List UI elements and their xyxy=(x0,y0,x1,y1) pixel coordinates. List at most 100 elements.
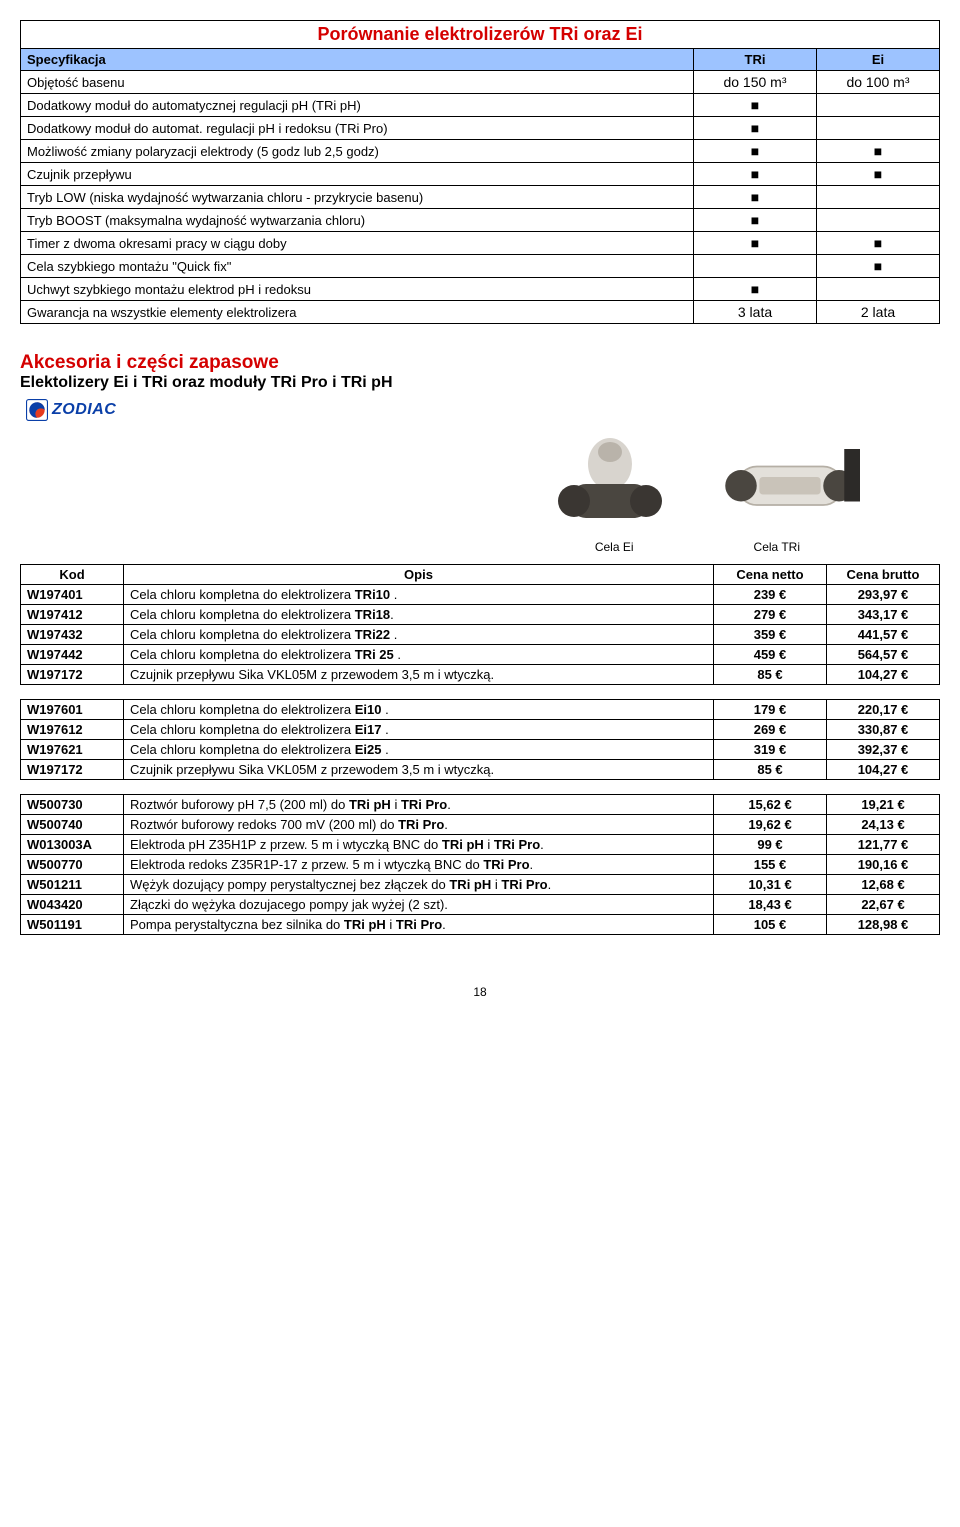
caption-cela-tri: Cela TRi xyxy=(754,540,800,554)
price-netto: 105 € xyxy=(714,915,827,935)
price-brutto: 19,21 € xyxy=(827,795,940,815)
price-row: W500740Roztwór buforowy redoks 700 mV (2… xyxy=(21,815,940,835)
spec-ei-value: ■ xyxy=(817,232,940,255)
spec-ei-value xyxy=(817,278,940,301)
price-header-netto: Cena netto xyxy=(714,565,827,585)
price-kod: W197621 xyxy=(21,740,124,760)
spec-tri-value: ■ xyxy=(694,163,817,186)
spec-ei-value xyxy=(817,117,940,140)
price-opis: Czujnik przepływu Sika VKL05M z przewode… xyxy=(124,665,714,685)
price-row: W013003AElektroda pH Z35H1P z przew. 5 m… xyxy=(21,835,940,855)
comparison-title: Porównanie elektrolizerów TRi oraz Ei xyxy=(21,21,940,49)
price-row: W197442Cela chloru kompletna do elektrol… xyxy=(21,645,940,665)
price-row: W197172Czujnik przepływu Sika VKL05M z p… xyxy=(21,760,940,780)
zodiac-logo-text: ZODIAC xyxy=(52,401,116,419)
spec-ei-value xyxy=(817,209,940,232)
price-row: W197601Cela chloru kompletna do elektrol… xyxy=(21,700,940,720)
price-netto: 319 € xyxy=(714,740,827,760)
price-row: W197621Cela chloru kompletna do elektrol… xyxy=(21,740,940,760)
price-opis: Roztwór buforowy redoks 700 mV (200 ml) … xyxy=(124,815,714,835)
spec-ei-value: ■ xyxy=(817,163,940,186)
price-netto: 85 € xyxy=(714,760,827,780)
price-kod: W500730 xyxy=(21,795,124,815)
price-netto: 99 € xyxy=(714,835,827,855)
spec-label: Dodatkowy moduł do automat. regulacji pH… xyxy=(21,117,694,140)
spec-ei-value xyxy=(817,186,940,209)
price-opis: Elektroda pH Z35H1P z przew. 5 m i wtycz… xyxy=(124,835,714,855)
price-netto: 10,31 € xyxy=(714,875,827,895)
group-gap xyxy=(21,780,940,795)
price-netto: 19,62 € xyxy=(714,815,827,835)
spec-ei-value: do 100 m³ xyxy=(817,71,940,94)
price-kod: W500740 xyxy=(21,815,124,835)
header-spec: Specyfikacja xyxy=(21,49,694,71)
page-number: 18 xyxy=(20,985,940,999)
price-netto: 15,62 € xyxy=(714,795,827,815)
price-row: W197172Czujnik przepływu Sika VKL05M z p… xyxy=(21,665,940,685)
spec-label: Możliwość zmiany polaryzacji elektrody (… xyxy=(21,140,694,163)
price-netto: 359 € xyxy=(714,625,827,645)
cela-ei-image xyxy=(540,434,680,534)
comparison-row: Czujnik przepływu■■ xyxy=(21,163,940,186)
spec-label: Timer z dwoma okresami pracy w ciągu dob… xyxy=(21,232,694,255)
accessories-subtitle: Elektolizery Ei i TRi oraz moduły TRi Pr… xyxy=(20,374,940,392)
price-header-brutto: Cena brutto xyxy=(827,565,940,585)
spec-ei-value: ■ xyxy=(817,140,940,163)
price-row: W197612Cela chloru kompletna do elektrol… xyxy=(21,720,940,740)
comparison-row: Tryb BOOST (maksymalna wydajność wytwarz… xyxy=(21,209,940,232)
price-row: W197412Cela chloru kompletna do elektrol… xyxy=(21,605,940,625)
caption-cela-ei: Cela Ei xyxy=(595,540,634,554)
spec-tri-value xyxy=(694,255,817,278)
price-brutto: 24,13 € xyxy=(827,815,940,835)
price-brutto: 293,97 € xyxy=(827,585,940,605)
cela-tri-image xyxy=(720,434,860,534)
price-brutto: 104,27 € xyxy=(827,665,940,685)
price-header-kod: Kod xyxy=(21,565,124,585)
price-row: W197432Cela chloru kompletna do elektrol… xyxy=(21,625,940,645)
spec-label: Tryb LOW (niska wydajność wytwarzania ch… xyxy=(21,186,694,209)
price-opis: Elektroda redoks Z35R1P-17 z przew. 5 m … xyxy=(124,855,714,875)
spec-tri-value: ■ xyxy=(694,209,817,232)
spec-tri-value: ■ xyxy=(694,140,817,163)
price-netto: 179 € xyxy=(714,700,827,720)
header-ei: Ei xyxy=(817,49,940,71)
product-images xyxy=(20,434,860,534)
spec-label: Czujnik przepływu xyxy=(21,163,694,186)
price-header-opis: Opis xyxy=(124,565,714,585)
price-kod: W501211 xyxy=(21,875,124,895)
price-kod: W197432 xyxy=(21,625,124,645)
comparison-row: Tryb LOW (niska wydajność wytwarzania ch… xyxy=(21,186,940,209)
spec-label: Uchwyt szybkiego montażu elektrod pH i r… xyxy=(21,278,694,301)
price-kod: W197601 xyxy=(21,700,124,720)
header-tri: TRi xyxy=(694,49,817,71)
price-brutto: 220,17 € xyxy=(827,700,940,720)
price-kod: W197172 xyxy=(21,665,124,685)
price-kod: W197401 xyxy=(21,585,124,605)
price-opis: Roztwór buforowy pH 7,5 (200 ml) do TRi … xyxy=(124,795,714,815)
spec-label: Tryb BOOST (maksymalna wydajność wytwarz… xyxy=(21,209,694,232)
price-netto: 18,43 € xyxy=(714,895,827,915)
comparison-row: Objętość basenudo 150 m³do 100 m³ xyxy=(21,71,940,94)
price-netto: 459 € xyxy=(714,645,827,665)
spec-tri-value: ■ xyxy=(694,278,817,301)
price-netto: 85 € xyxy=(714,665,827,685)
spec-label: Cela szybkiego montażu "Quick fix" xyxy=(21,255,694,278)
zodiac-swirl-icon xyxy=(26,399,48,421)
price-brutto: 330,87 € xyxy=(827,720,940,740)
spec-ei-value: 2 lata xyxy=(817,301,940,324)
price-kod: W013003A xyxy=(21,835,124,855)
spec-ei-value: ■ xyxy=(817,255,940,278)
price-kod: W197612 xyxy=(21,720,124,740)
spec-tri-value: ■ xyxy=(694,232,817,255)
price-opis: Cela chloru kompletna do elektrolizera E… xyxy=(124,700,714,720)
price-netto: 155 € xyxy=(714,855,827,875)
price-opis: Wężyk dozujący pompy perystaltycznej bez… xyxy=(124,875,714,895)
spec-label: Objętość basenu xyxy=(21,71,694,94)
price-row: W500770Elektroda redoks Z35R1P-17 z prze… xyxy=(21,855,940,875)
comparison-row: Możliwość zmiany polaryzacji elektrody (… xyxy=(21,140,940,163)
price-kod: W197172 xyxy=(21,760,124,780)
price-row: W501191Pompa perystaltyczna bez silnika … xyxy=(21,915,940,935)
spec-tri-value: ■ xyxy=(694,94,817,117)
price-netto: 239 € xyxy=(714,585,827,605)
price-opis: Cela chloru kompletna do elektrolizera T… xyxy=(124,645,714,665)
